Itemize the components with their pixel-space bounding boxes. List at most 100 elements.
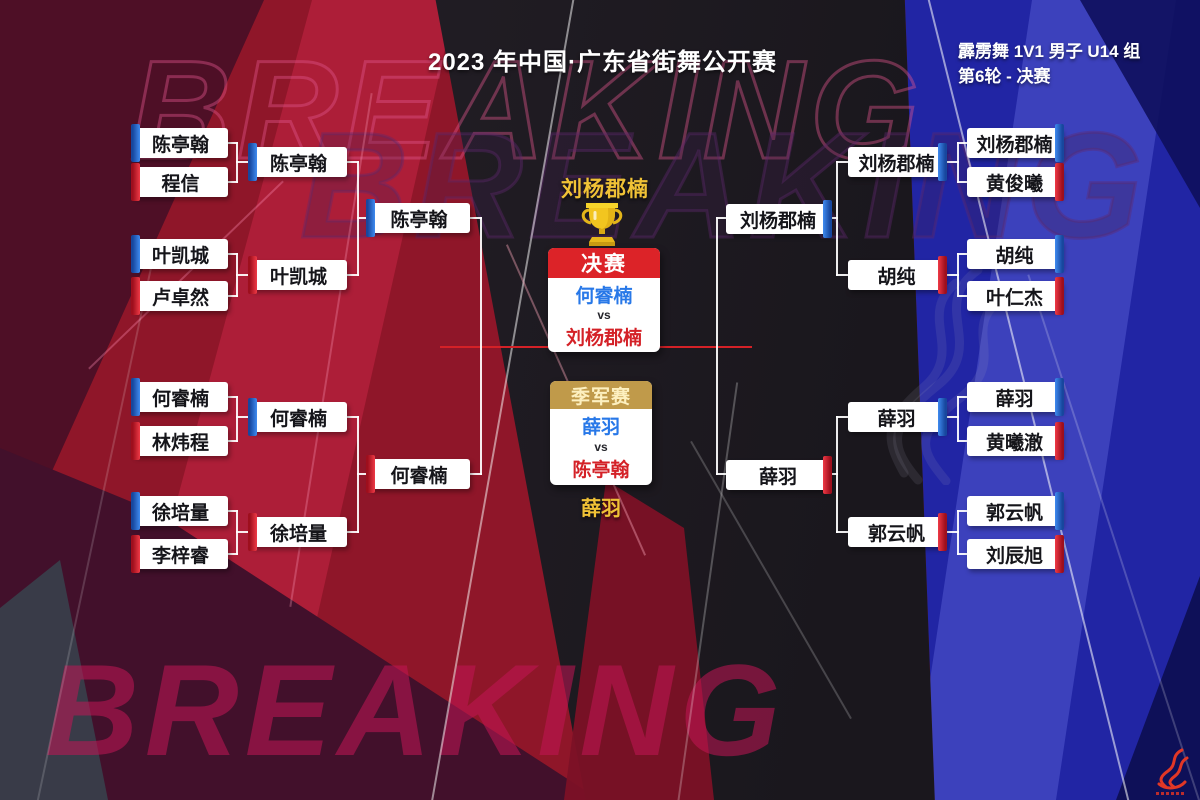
seed-tab-blue xyxy=(131,235,140,273)
player-name: 郭云帆 xyxy=(985,502,1043,524)
bracket-connector xyxy=(943,161,959,163)
bracket-connector xyxy=(347,274,359,276)
trophy-icon xyxy=(581,203,623,246)
winner-box: 徐培量 xyxy=(248,513,347,551)
bracket-connector xyxy=(836,531,848,533)
player-name: 刘辰旭 xyxy=(985,545,1043,567)
seed-tab-red xyxy=(248,256,257,294)
player-name: 薛羽 xyxy=(995,388,1034,410)
semifinal-winner-box: 何睿楠 xyxy=(366,455,470,493)
seed-tab-blue xyxy=(131,492,140,530)
player-name: 陈亭翰 xyxy=(151,134,209,156)
seed-tab-blue xyxy=(938,143,947,181)
player-name: 李梓睿 xyxy=(151,545,209,567)
seed-tab-red xyxy=(938,256,947,294)
player-name: 刘杨郡楠 xyxy=(739,210,816,232)
bracket-connector xyxy=(228,510,238,512)
semifinal-winner-box: 陈亭翰 xyxy=(366,199,470,237)
player-name: 陈亭翰 xyxy=(269,153,327,175)
bracket-connector xyxy=(716,217,728,219)
bracket-connector xyxy=(236,396,238,442)
player-box: 何睿楠 xyxy=(131,378,228,416)
third-place-player-bottom: 陈亭翰 xyxy=(572,460,630,481)
final-vs-label: vs xyxy=(597,308,611,322)
semifinal-winner-box: 薛羽 xyxy=(726,456,832,494)
player-box: 陈亭翰 xyxy=(131,124,228,162)
bracket-connector xyxy=(470,473,482,475)
bracket-connector xyxy=(716,217,718,475)
winner-box: 刘杨郡楠 xyxy=(848,143,947,181)
seed-tab-red xyxy=(938,513,947,551)
seed-tab-blue xyxy=(1055,378,1064,416)
seed-tab-blue xyxy=(823,200,832,238)
bracket-connector xyxy=(957,510,967,512)
seed-tab-red xyxy=(131,163,140,201)
player-name: 何睿楠 xyxy=(151,388,209,410)
winner-box: 叶凯城 xyxy=(248,256,347,294)
bracket-connector xyxy=(836,416,848,418)
bracket-connector xyxy=(943,531,959,533)
player-name: 卢卓然 xyxy=(151,287,209,309)
bracket-connector xyxy=(470,217,482,219)
bracket-connector xyxy=(228,295,238,297)
bracket-connector xyxy=(957,396,959,442)
winner-box: 陈亭翰 xyxy=(248,143,347,181)
player-name: 薛羽 xyxy=(877,408,916,430)
final-player-top: 何睿楠 xyxy=(575,285,633,307)
bracket-connector xyxy=(957,440,967,442)
bracket-connector xyxy=(957,142,967,144)
winner-box: 郭云帆 xyxy=(848,513,947,551)
player-box: 刘杨郡楠 xyxy=(967,124,1064,162)
seed-tab-blue xyxy=(1055,235,1064,273)
seed-tab-blue xyxy=(1055,492,1064,530)
event-info-line2: 第6轮 - 决赛 xyxy=(958,66,1051,86)
seed-tab-red xyxy=(1055,163,1064,201)
player-name: 程信 xyxy=(161,173,200,195)
player-name: 黄曦澈 xyxy=(985,432,1043,454)
bracket-connector xyxy=(228,440,238,442)
bracket-connector xyxy=(228,142,238,144)
seed-tab-red xyxy=(1055,535,1064,573)
bracket-connector xyxy=(836,161,848,163)
bracket-connector xyxy=(357,217,370,219)
seed-tab-red xyxy=(1055,422,1064,460)
seed-tab-red xyxy=(248,513,257,551)
bracket-connector xyxy=(347,531,359,533)
bracket-connector xyxy=(716,473,728,475)
bracket-connector xyxy=(957,396,967,398)
player-name: 何睿楠 xyxy=(269,408,327,430)
bracket-connector xyxy=(957,181,967,183)
bracket-connector xyxy=(480,217,482,475)
bracket-connector xyxy=(228,181,238,183)
bracket-connector xyxy=(357,473,370,475)
seed-tab-blue xyxy=(1055,124,1064,162)
player-box: 李梓睿 xyxy=(131,535,228,573)
bracket-connector xyxy=(957,295,967,297)
winner-box: 胡纯 xyxy=(848,256,947,294)
third-place-player-top: 薛羽 xyxy=(581,417,620,438)
winner-box: 薛羽 xyxy=(848,398,947,436)
champion-name: 刘杨郡楠 xyxy=(561,178,649,201)
player-name: 胡纯 xyxy=(995,245,1034,267)
player-box: 徐培量 xyxy=(131,492,228,530)
bracket-connector xyxy=(836,274,848,276)
seed-tab-red xyxy=(131,535,140,573)
third-place-header: 季军赛 xyxy=(550,381,652,409)
player-box: 胡纯 xyxy=(967,235,1064,273)
bracket-connector xyxy=(957,253,967,255)
third-place-body: 薛羽 vs 陈亭翰 xyxy=(550,409,652,485)
player-name: 刘杨郡楠 xyxy=(976,134,1053,156)
seed-tab-red xyxy=(823,456,832,494)
seed-tab-red xyxy=(131,277,140,315)
semifinal-winner-box: 刘杨郡楠 xyxy=(726,200,832,238)
seed-tab-red xyxy=(366,455,375,493)
bracket-connector xyxy=(236,161,252,163)
player-box: 黄曦澈 xyxy=(967,422,1064,460)
bracket-connector xyxy=(957,553,967,555)
breaking-watermark-bottom: BREAKING xyxy=(45,637,787,783)
bracket-connector xyxy=(236,416,252,418)
event-info: 霹雳舞 1V1 男子 U14 组 第6轮 - 决赛 xyxy=(958,40,1193,89)
bracket-connector xyxy=(236,274,252,276)
bracket-connector xyxy=(228,253,238,255)
